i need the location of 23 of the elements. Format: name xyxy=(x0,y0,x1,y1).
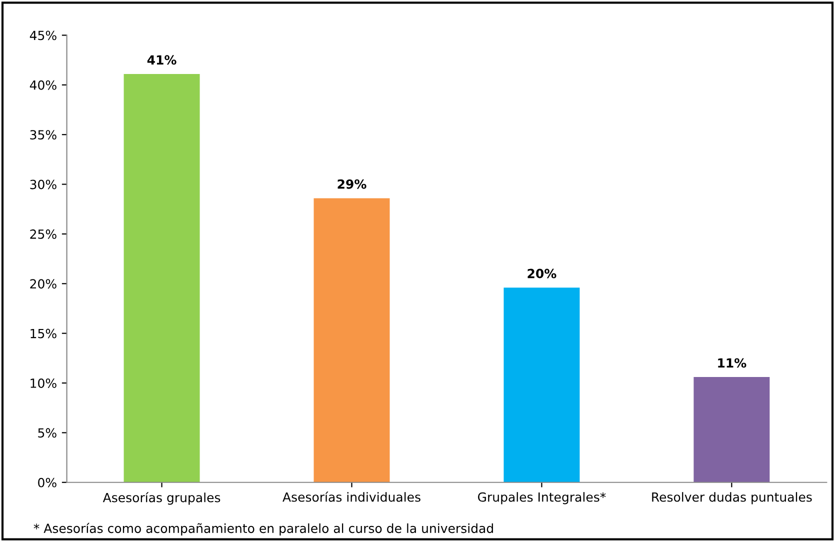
bar xyxy=(124,74,200,482)
x-tick-label: Grupales Integrales* xyxy=(478,492,606,504)
data-label: 29% xyxy=(338,179,366,189)
y-tick-label: 15% xyxy=(30,328,56,338)
data-label: 11% xyxy=(718,358,746,368)
x-tick-label: Resolver dudas puntuales xyxy=(652,492,812,504)
y-tick-label: 40% xyxy=(30,80,56,90)
y-tick-label: 25% xyxy=(30,229,56,239)
bar xyxy=(504,288,580,482)
data-label: 20% xyxy=(528,268,556,278)
y-tick-label: 30% xyxy=(30,180,56,190)
y-tick-label: 0% xyxy=(38,478,56,488)
text: * Asesorías como acompañamiento en paralelo al curso de la universidad xyxy=(34,522,493,536)
y-tick-label: 45% xyxy=(30,30,56,40)
bar xyxy=(314,198,390,482)
bar xyxy=(694,377,770,482)
data-label: 41% xyxy=(147,55,176,65)
y-tick-label: 10% xyxy=(30,378,56,388)
y-tick-label: 35% xyxy=(30,130,56,140)
x-tick-label: Asesorías individuales xyxy=(282,492,420,502)
y-tick-label: 5% xyxy=(38,428,56,438)
x-tick-label: Asesorías grupales xyxy=(102,492,220,505)
y-tick-label: 20% xyxy=(30,279,56,289)
